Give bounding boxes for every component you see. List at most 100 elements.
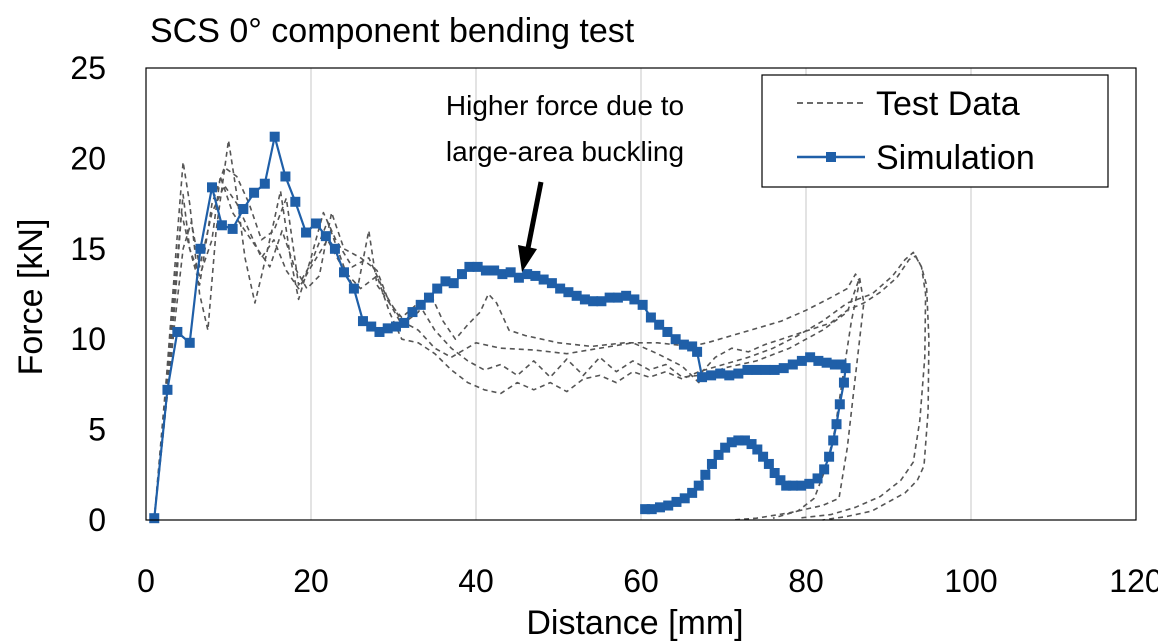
x-tick-label: 60 <box>623 563 659 599</box>
x-tick-label: 100 <box>944 563 997 599</box>
simulation-point <box>679 493 690 504</box>
simulation-point <box>637 299 648 310</box>
y-axis-label: Force [kN] <box>12 219 50 376</box>
simulation-point <box>621 290 632 301</box>
simulation-point <box>259 178 270 189</box>
annotation: Higher force due to large-area buckling <box>446 90 684 272</box>
simulation-point <box>663 500 674 511</box>
simulation-point <box>472 261 483 272</box>
simulation-point <box>162 384 173 395</box>
x-axis-label: Distance [mm] <box>526 604 743 642</box>
simulation-point <box>596 296 607 307</box>
simulation-point <box>172 326 183 337</box>
simulation-point <box>522 269 533 280</box>
simulation-point <box>301 227 312 238</box>
simulation-point <box>821 357 832 368</box>
simulation-point <box>604 292 615 303</box>
simulation-point <box>751 364 762 375</box>
x-tick-label: 80 <box>788 563 824 599</box>
simulation-point <box>796 355 807 366</box>
legend-box <box>761 74 1109 188</box>
test-data-4-line <box>153 175 861 519</box>
simulation-point <box>796 480 807 491</box>
series-layer <box>149 131 930 524</box>
simulation-point <box>448 278 459 289</box>
simulation-point <box>423 292 434 303</box>
simulation-point <box>290 196 301 207</box>
simulation-point <box>546 278 557 289</box>
simulation-point <box>464 261 475 272</box>
simulation-point <box>374 326 385 337</box>
test-data-3-line <box>153 184 927 519</box>
simulation-point <box>834 399 845 410</box>
simulation-point <box>640 504 651 515</box>
chart-title: SCS 0° component bending test <box>150 12 635 50</box>
simulation-point <box>838 377 849 388</box>
simulation-point <box>320 231 331 242</box>
simulation-point <box>662 326 673 337</box>
simulation-point <box>742 364 753 375</box>
legend-swatch-simulation-marker <box>826 152 836 162</box>
simulation-point <box>733 368 744 379</box>
simulation-point <box>733 435 744 446</box>
simulation-point <box>670 334 681 345</box>
simulation-point <box>348 283 359 294</box>
simulation-point <box>216 220 227 231</box>
simulation-point <box>399 317 410 328</box>
simulation-point <box>329 243 340 254</box>
simulation-point <box>629 294 640 305</box>
annotation-line-2: large-area buckling <box>446 136 684 167</box>
simulation-point <box>746 439 757 450</box>
simulation-point <box>238 204 249 215</box>
simulation-point <box>513 272 524 283</box>
simulation-point <box>579 294 590 305</box>
x-tick-label: 0 <box>137 563 155 599</box>
y-tick-label: 25 <box>70 50 106 86</box>
simulation-point <box>489 265 500 276</box>
simulation-point <box>812 473 823 484</box>
simulation-point <box>787 480 798 491</box>
simulation-point <box>612 292 623 303</box>
annotation-line-1: Higher force due to <box>446 90 684 121</box>
simulation-point <box>366 321 377 332</box>
simulation-point <box>357 316 368 327</box>
simulation-point <box>269 131 280 142</box>
simulation-point <box>693 480 704 491</box>
simulation-point <box>706 458 717 469</box>
simulation-point <box>769 467 780 478</box>
simulation-point <box>763 458 774 469</box>
simulation-point <box>480 265 491 276</box>
simulation-point <box>530 270 541 281</box>
simulation-point <box>813 355 824 366</box>
simulation-point <box>724 370 735 381</box>
simulation-point <box>720 442 731 453</box>
x-tick-label: 120 <box>1109 563 1158 599</box>
simulation-point <box>840 363 851 374</box>
simulation-point <box>775 475 786 486</box>
simulation-point <box>149 513 160 524</box>
simulation-point <box>645 312 656 323</box>
simulation-point <box>678 339 689 350</box>
simulation-point <box>456 269 467 280</box>
simulation-point <box>715 368 726 379</box>
simulation-point <box>706 370 717 381</box>
simulation-point <box>739 435 750 446</box>
simulation-point <box>382 323 393 334</box>
simulation-point <box>828 435 839 446</box>
y-tick-labels: 0 5 10 15 20 25 <box>70 50 106 538</box>
simulation-point <box>407 307 418 318</box>
test-data-2-line <box>153 166 930 521</box>
simulation-point <box>227 223 238 234</box>
annotation-arrow-shaft <box>525 181 544 249</box>
simulation-point <box>769 364 780 375</box>
x-tick-label: 20 <box>293 563 329 599</box>
simulation-point <box>310 218 321 229</box>
legend: Test Data Simulation <box>761 74 1109 188</box>
simulation-point <box>505 267 516 278</box>
simulation-point <box>249 187 260 198</box>
simulation-point <box>415 299 426 310</box>
simulation-point <box>819 464 830 475</box>
simulation-point <box>687 487 698 498</box>
simulation-point <box>671 496 682 507</box>
